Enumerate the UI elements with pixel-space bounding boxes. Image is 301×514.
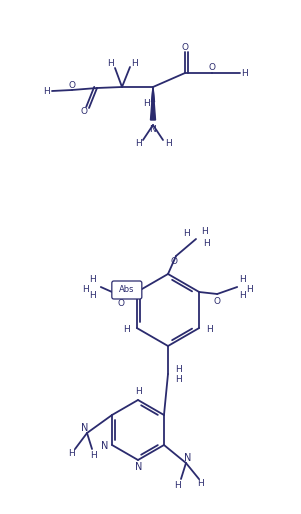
Text: O: O	[69, 81, 76, 89]
Text: H: H	[68, 449, 74, 457]
Text: H: H	[165, 139, 171, 149]
Text: O: O	[209, 64, 216, 72]
Text: H: H	[203, 240, 209, 248]
Text: H: H	[82, 285, 89, 293]
Text: H: H	[90, 450, 96, 460]
Text: N: N	[101, 441, 109, 451]
Text: Abs: Abs	[119, 285, 135, 295]
Text: N: N	[135, 462, 143, 472]
Text: H: H	[201, 227, 207, 235]
Text: H: H	[89, 276, 96, 285]
Text: O: O	[214, 297, 221, 305]
FancyBboxPatch shape	[112, 281, 142, 299]
Text: N: N	[81, 423, 89, 433]
Text: H: H	[239, 290, 246, 300]
Text: H: H	[175, 481, 182, 489]
Text: H: H	[239, 274, 246, 284]
Text: H: H	[197, 479, 204, 487]
Polygon shape	[151, 87, 154, 102]
Text: O: O	[117, 300, 124, 308]
Text: H: H	[246, 285, 253, 293]
Text: H: H	[131, 59, 137, 67]
Text: H: H	[108, 60, 114, 68]
Text: H: H	[175, 375, 182, 383]
Text: H: H	[135, 388, 141, 396]
Text: H: H	[44, 86, 50, 96]
Text: H: H	[242, 68, 248, 78]
Text: H: H	[123, 325, 130, 335]
Text: O: O	[182, 43, 188, 51]
Text: N: N	[150, 124, 157, 134]
Text: H: H	[135, 139, 141, 149]
Text: H: H	[175, 364, 182, 374]
Text: H: H	[206, 325, 213, 335]
Text: H: H	[183, 229, 189, 237]
Text: O: O	[80, 107, 88, 117]
Text: H: H	[143, 99, 149, 107]
Text: N: N	[184, 453, 192, 463]
Polygon shape	[150, 87, 156, 120]
Text: O: O	[170, 256, 178, 266]
Text: H: H	[89, 291, 96, 301]
